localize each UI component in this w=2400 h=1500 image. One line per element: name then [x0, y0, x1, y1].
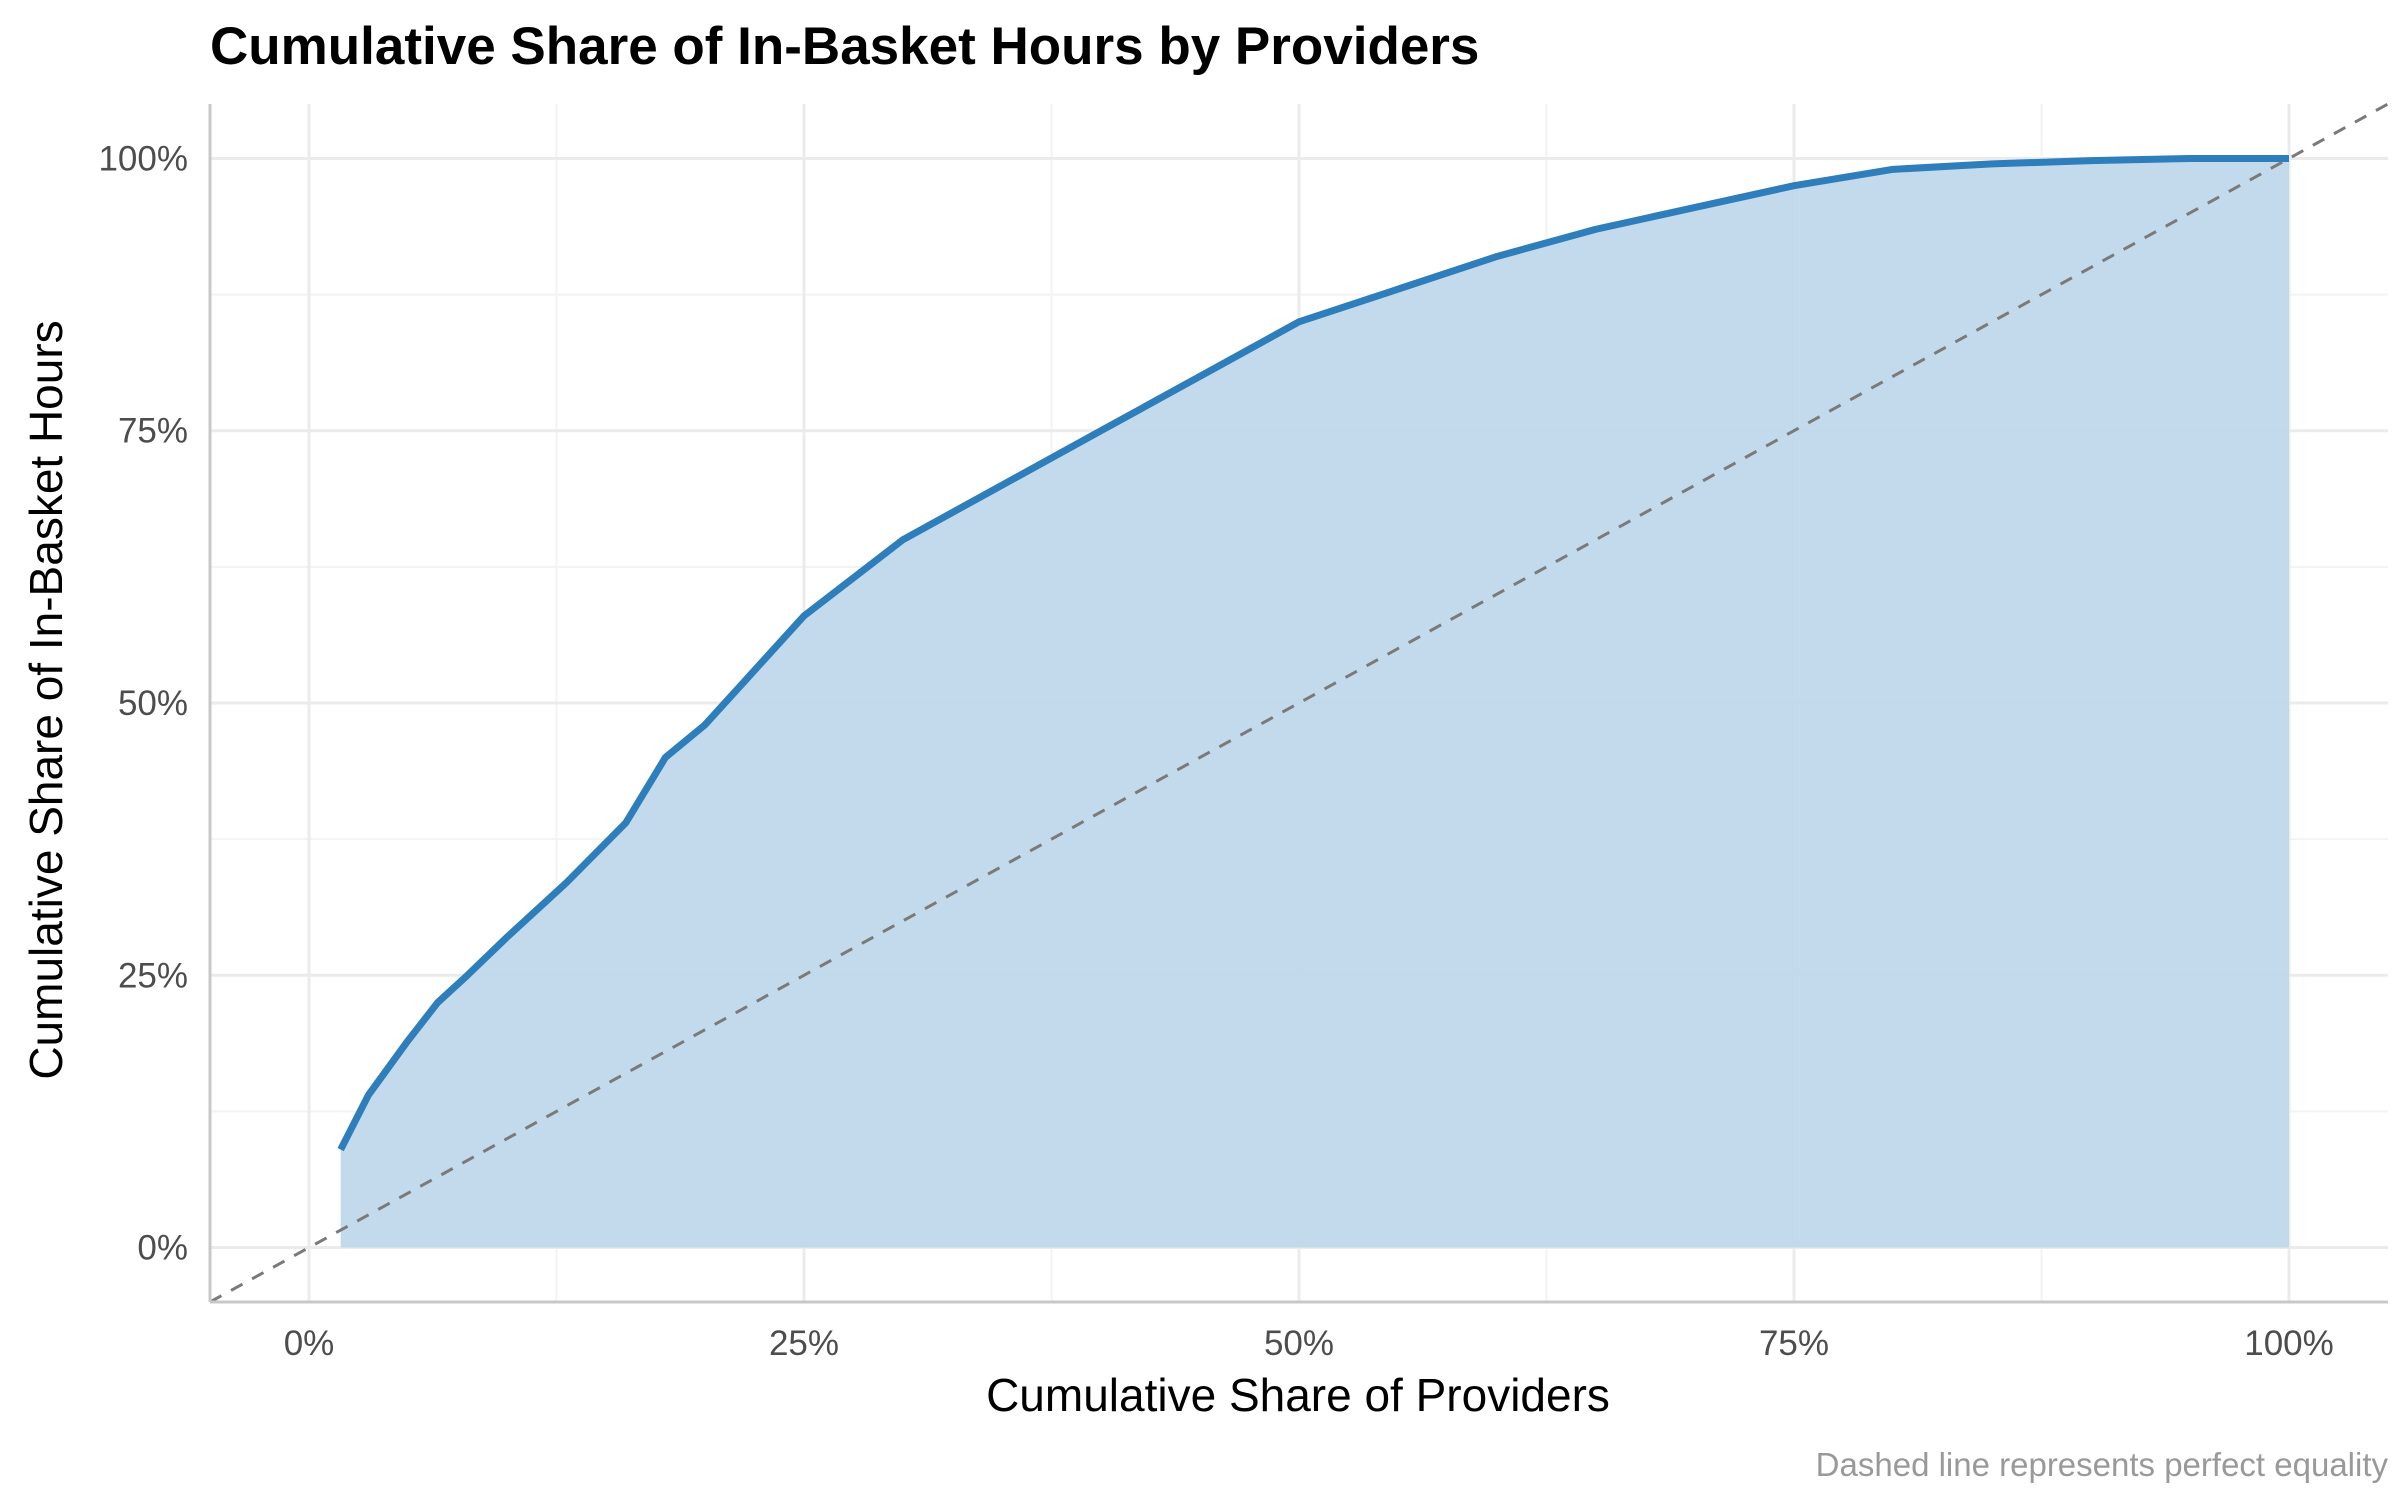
- x-tick-label: 75%: [1759, 1324, 1829, 1363]
- x-tick-label: 25%: [769, 1324, 839, 1363]
- chart-title: Cumulative Share of In-Basket Hours by P…: [210, 17, 1479, 76]
- cumulative-line: [337, 154, 2289, 1152]
- chart-caption: Dashed line represents perfect equality: [1816, 1446, 2389, 1483]
- x-axis-title: Cumulative Share of Providers: [986, 1369, 1610, 1421]
- tick-labels: 0% 25% 50% 75% 100% 0% 25% 50% 75% 100%: [98, 139, 2333, 1363]
- x-tick-label: 50%: [1264, 1324, 1334, 1363]
- y-tick-label: 50%: [118, 684, 188, 723]
- x-tick-label: 0%: [284, 1324, 335, 1363]
- x-tick-label: 100%: [2244, 1324, 2334, 1363]
- axes: [208, 104, 2388, 1304]
- y-tick-label: 75%: [118, 412, 188, 451]
- y-tick-label: 25%: [118, 956, 188, 995]
- y-tick-label: 0%: [137, 1229, 188, 1268]
- plot-area: [209, 102, 2389, 1304]
- equality-reference-line: [209, 102, 2389, 1304]
- cumulative-area: [340, 158, 2290, 1248]
- y-axis-title: Cumulative Share of In-Basket Hours: [20, 320, 72, 1079]
- y-tick-label: 100%: [98, 139, 188, 178]
